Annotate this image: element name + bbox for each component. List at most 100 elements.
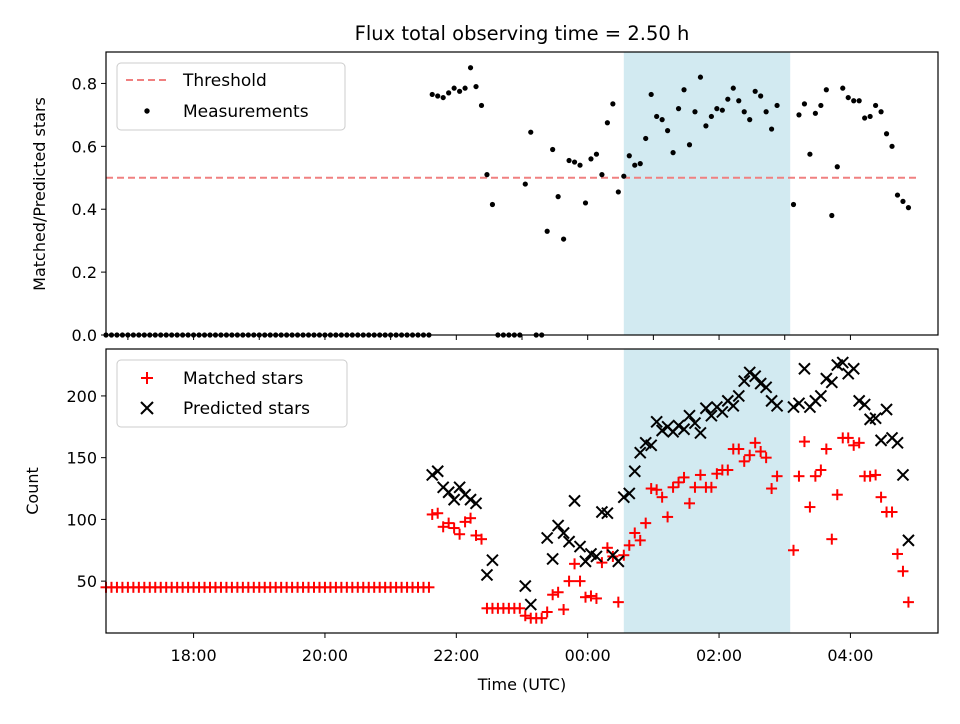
matched-star-marker bbox=[601, 542, 613, 554]
matched-star-marker bbox=[475, 533, 487, 545]
measurement-point bbox=[429, 91, 435, 98]
measurement-point bbox=[467, 65, 474, 71]
measurement-point bbox=[725, 96, 731, 102]
top-legend-box bbox=[116, 62, 346, 131]
predicted-star-marker bbox=[699, 402, 713, 415]
top-panel: 0.00.20.40.60.8 Matched/Predicted stars … bbox=[30, 51, 939, 345]
predicted-marker-b bbox=[852, 394, 866, 408]
predicted-star-marker bbox=[727, 399, 740, 413]
predicted-star-marker bbox=[770, 399, 784, 413]
measurement-point bbox=[550, 146, 556, 153]
top-axes-frame bbox=[105, 51, 939, 336]
measurement-point bbox=[769, 126, 775, 132]
predicted-star-marker bbox=[869, 411, 882, 425]
matched-star-marker bbox=[629, 527, 641, 539]
measurement-point bbox=[878, 109, 884, 115]
measurement-point bbox=[812, 110, 818, 116]
predicted-marker-b bbox=[836, 356, 849, 369]
predicted-marker-b bbox=[759, 381, 773, 394]
top-x-ticks bbox=[127, 335, 851, 340]
matched-star-marker bbox=[612, 596, 624, 608]
measurement-point bbox=[478, 102, 485, 109]
predicted-star-marker bbox=[814, 389, 828, 403]
matched-star-marker bbox=[563, 575, 575, 587]
predicted-star-marker bbox=[557, 526, 570, 540]
predicted-star-marker bbox=[551, 519, 565, 532]
matched-star-marker bbox=[443, 517, 455, 529]
measurement-point bbox=[790, 201, 797, 208]
legend-measurements-swatch bbox=[144, 108, 150, 114]
measurement-point bbox=[719, 107, 725, 113]
matched-star-marker bbox=[848, 439, 860, 451]
matched-star-marker bbox=[640, 517, 652, 529]
measurement-point bbox=[577, 162, 583, 168]
matched-star-marker bbox=[853, 437, 865, 449]
predicted-marker-b bbox=[480, 568, 494, 582]
bottom-y-tick-label: 50 bbox=[77, 572, 97, 591]
matched-star-marker bbox=[809, 470, 821, 482]
predicted-marker-b bbox=[874, 434, 888, 447]
predicted-star-marker bbox=[847, 362, 860, 375]
predicted-marker-b bbox=[814, 389, 828, 403]
predicted-marker-b bbox=[655, 424, 669, 437]
measurement-point bbox=[615, 189, 621, 195]
x-tick-label: 04:00 bbox=[827, 646, 873, 665]
predicted-marker-b bbox=[699, 402, 713, 415]
matched-star-marker bbox=[826, 533, 838, 545]
matched-star-marker bbox=[870, 469, 882, 481]
predicted-marker-b bbox=[743, 366, 756, 379]
predicted-star-marker bbox=[628, 465, 641, 478]
x-axis-label: Time (UTC) bbox=[477, 675, 566, 694]
predicted-marker-b bbox=[748, 369, 762, 383]
predicted-marker-b bbox=[590, 550, 603, 563]
measurement-point bbox=[736, 98, 742, 104]
predicted-marker-b bbox=[770, 399, 784, 413]
measurement-point bbox=[681, 87, 687, 93]
predicted-star-marker bbox=[896, 468, 910, 482]
measurement-point bbox=[648, 91, 654, 98]
predicted-marker-b bbox=[896, 468, 910, 482]
measurement-point bbox=[818, 102, 824, 109]
measurement-point bbox=[730, 85, 736, 91]
matched-star-marker bbox=[651, 484, 663, 496]
measurement-point bbox=[544, 228, 550, 234]
predicted-marker-b bbox=[880, 403, 893, 416]
top-y-tick-label: 0.4 bbox=[72, 200, 97, 219]
measurement-point bbox=[462, 85, 468, 91]
bottom-legend-box bbox=[116, 359, 348, 428]
matched-star-marker bbox=[875, 491, 887, 503]
matched-star-marker bbox=[552, 586, 564, 598]
predicted-marker-b bbox=[557, 526, 570, 540]
top-y-tick-label: 0.6 bbox=[72, 137, 97, 156]
bottom-y-tick-label: 200 bbox=[66, 387, 97, 406]
matched-star-marker bbox=[831, 489, 843, 501]
predicted-marker-b bbox=[798, 362, 811, 375]
measurement-point bbox=[752, 88, 758, 94]
predicted-star-marker bbox=[568, 494, 581, 508]
predicted-star-marker bbox=[880, 403, 893, 416]
matched-star-marker bbox=[886, 506, 898, 518]
matched-star-marker bbox=[689, 481, 701, 493]
predicted-marker-b bbox=[546, 552, 559, 566]
predicted-marker-b bbox=[820, 372, 833, 385]
predicted-star-marker bbox=[453, 481, 466, 494]
matched-star-marker bbox=[558, 604, 570, 616]
predicted-marker-b bbox=[568, 494, 581, 508]
measurement-point bbox=[561, 236, 567, 242]
measurement-point bbox=[829, 212, 835, 219]
measurement-point bbox=[626, 153, 632, 159]
measurement-point bbox=[703, 123, 709, 129]
legend-threshold-label: Threshold bbox=[182, 71, 267, 91]
predicted-marker-b bbox=[579, 555, 592, 568]
predicted-marker-b bbox=[584, 547, 598, 561]
measurement-point bbox=[528, 129, 534, 135]
matched-star-marker bbox=[547, 589, 559, 601]
predicted-marker-b bbox=[732, 389, 745, 403]
predicted-star-marker bbox=[792, 397, 806, 410]
matched-star-marker bbox=[590, 592, 602, 604]
measurement-point bbox=[862, 115, 868, 121]
predicted-marker-b bbox=[639, 436, 652, 450]
measurements-layer bbox=[103, 65, 912, 338]
matched-star-marker bbox=[596, 557, 608, 569]
matched-star-marker bbox=[432, 507, 444, 519]
